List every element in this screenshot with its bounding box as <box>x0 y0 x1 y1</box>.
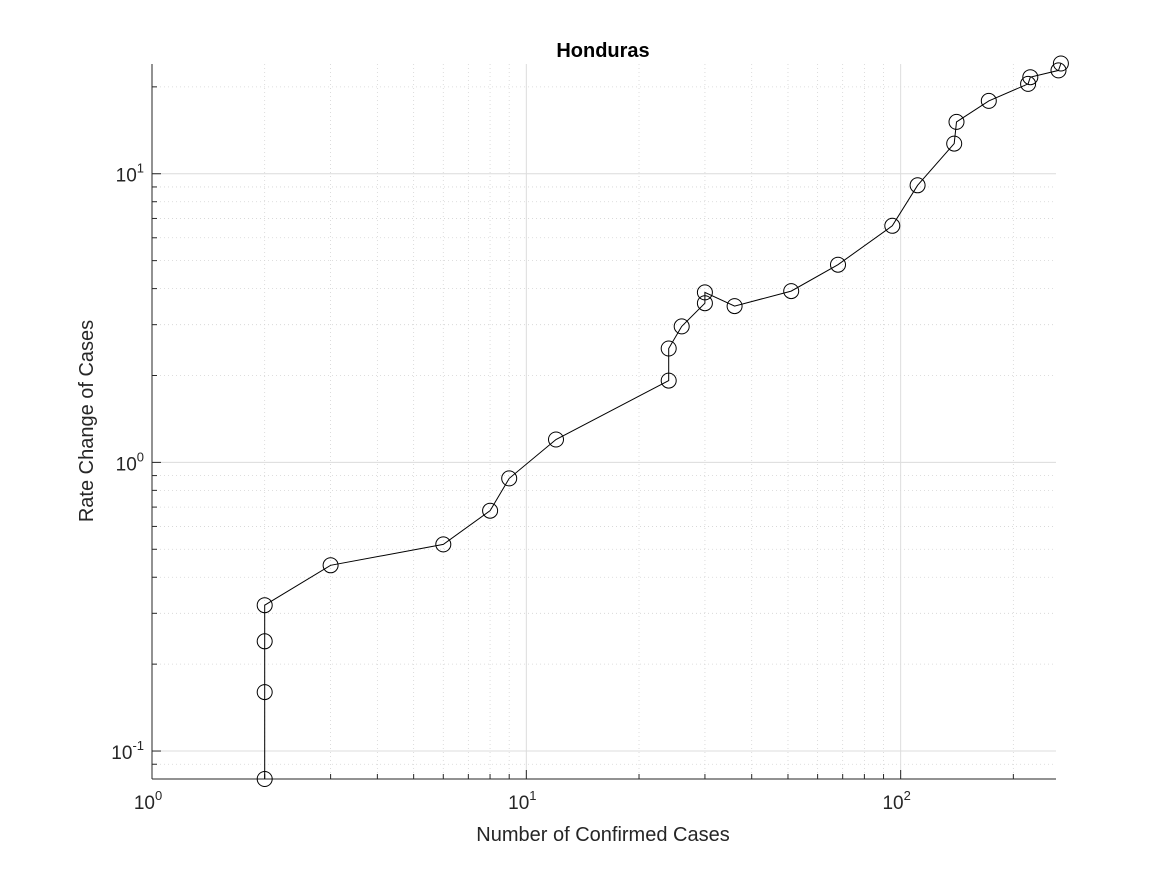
axes <box>151 64 1056 780</box>
data-point <box>501 470 518 487</box>
data-point <box>696 295 713 312</box>
data-point <box>946 135 963 152</box>
data-point <box>256 771 273 787</box>
chart-title: Honduras <box>556 40 649 62</box>
y-tick-labels: 10-1 100 101 <box>111 161 144 764</box>
data-point <box>1020 75 1037 92</box>
series-0 <box>256 55 1069 787</box>
data-point <box>696 284 713 301</box>
y-axis-label: Rate Change of Cases <box>76 320 98 522</box>
x-tick-label: 102 <box>882 788 910 814</box>
major-grid <box>151 64 1056 779</box>
data-point <box>256 684 273 701</box>
data-point <box>256 597 273 614</box>
data-point <box>256 633 273 650</box>
data-point <box>673 318 690 335</box>
minor-grid <box>152 64 1056 780</box>
data-point <box>830 256 846 273</box>
data-point <box>1050 62 1067 79</box>
data-point <box>884 217 901 234</box>
data-point <box>322 557 339 574</box>
data-point <box>980 92 997 109</box>
y-tick-label: 101 <box>116 161 144 187</box>
x-tick-label: 101 <box>508 788 536 814</box>
x-tick-label: 100 <box>134 788 162 814</box>
y-tick-label: 10-1 <box>111 738 144 764</box>
x-tick-labels: 100 101 102 <box>134 788 911 814</box>
x-axis-label: Number of Confirmed Cases <box>476 824 729 846</box>
data-point <box>482 502 499 519</box>
y-tick-label: 100 <box>116 449 144 475</box>
data-point <box>948 113 965 130</box>
data-point <box>660 340 677 357</box>
data-point <box>783 283 800 300</box>
data-point <box>1022 69 1039 86</box>
series-line <box>264 63 1062 779</box>
data-point <box>726 298 743 315</box>
data-point <box>548 431 564 448</box>
data-point <box>660 372 677 389</box>
data-point <box>435 536 452 553</box>
data-point <box>909 177 926 194</box>
data-point <box>1052 55 1069 72</box>
